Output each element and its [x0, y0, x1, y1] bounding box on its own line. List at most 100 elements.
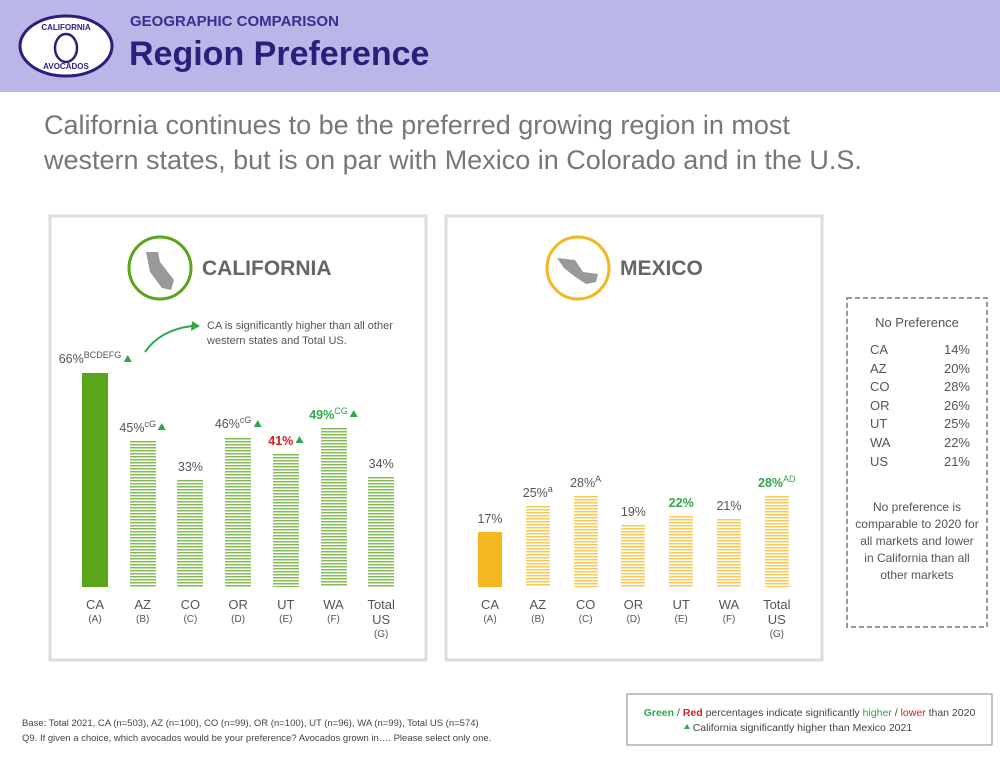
data-label: 45%cG — [119, 419, 166, 435]
data-label: 28%AD — [758, 474, 796, 490]
country-icon — [557, 258, 598, 284]
footnote: Q9. If given a choice, which avocados wo… — [22, 733, 492, 744]
no-preference-market: CA — [870, 342, 889, 357]
data-label: 22% — [669, 496, 694, 510]
no-preference-value: 28% — [943, 379, 970, 395]
bar — [320, 427, 347, 587]
value-label: 28% — [758, 476, 784, 490]
data-label: 49%CG — [309, 406, 358, 422]
category-code: (F) — [327, 614, 340, 625]
bar — [669, 515, 694, 587]
bar — [573, 496, 598, 587]
footnote: Base: Total 2021, CA (n=503), AZ (n=100)… — [22, 718, 479, 729]
bar — [129, 440, 156, 587]
no-preference-market: US — [870, 453, 889, 469]
category-name: Total US — [367, 597, 395, 627]
category-code: (E) — [279, 614, 293, 625]
category-code: (B) — [531, 614, 545, 625]
category-name: OR — [228, 597, 248, 612]
category-code: (A) — [483, 614, 497, 625]
legend-triangle — [683, 724, 690, 729]
no-preference-row: WA 22% — [870, 435, 970, 454]
significance-letters: cG — [239, 415, 252, 426]
bar — [225, 437, 252, 587]
icon — [127, 235, 193, 301]
category-code: (D) — [626, 614, 641, 625]
category-name: OR — [623, 597, 644, 612]
category-code: (F) — [722, 614, 736, 625]
no-preference-row: UT 25% — [870, 416, 970, 435]
category-name: AZ — [529, 597, 547, 612]
category-code: (G) — [373, 629, 389, 640]
category-label: CA (A) — [73, 597, 117, 625]
panel — [48, 214, 428, 662]
category-code: (E) — [674, 614, 688, 625]
category-name: CO — [575, 597, 596, 612]
value-label: 66% — [58, 352, 84, 367]
value-label: 49% — [309, 407, 335, 422]
value-label: 41% — [268, 433, 294, 448]
category-code: (D) — [231, 614, 246, 625]
legend-green: Green — [643, 707, 675, 719]
no-preference-market: UT — [870, 416, 888, 432]
no-preference-box — [846, 297, 988, 628]
bar — [82, 372, 108, 587]
significance-letters: A — [595, 473, 602, 484]
annotation-arrow — [144, 325, 193, 353]
no-preference-value: 26% — [943, 397, 970, 413]
no-preference-market: OR — [870, 397, 890, 413]
bar — [764, 496, 789, 587]
category-label: Total US (G) — [359, 597, 403, 640]
no-preference-value: 22% — [943, 434, 970, 450]
legend-line: California significantly higher than Mex… — [627, 722, 967, 734]
category-name: UT — [277, 597, 295, 612]
headline: western states, but is on par with Mexic… — [44, 145, 862, 175]
no-preference-value: 25% — [943, 416, 970, 432]
value-label: 22% — [668, 495, 694, 510]
no-preference-row: AZ 20% — [870, 361, 970, 380]
no-preference-value: 20% — [943, 360, 970, 376]
category-label: Total US (G) — [755, 597, 799, 640]
value-label: 28% — [570, 476, 596, 490]
category-name: AZ — [134, 597, 151, 612]
value-label: 17% — [477, 511, 503, 526]
arrow-head — [191, 321, 200, 331]
logo — [18, 14, 114, 78]
bar — [525, 505, 550, 587]
data-label: 28%A — [570, 474, 601, 490]
legend-lower: lower — [900, 707, 926, 719]
value-label: 19% — [620, 505, 646, 520]
significance-letters: AD — [783, 473, 796, 484]
legend-text: California significantly higher than Mex… — [692, 722, 913, 734]
panel — [444, 214, 824, 662]
significance-triangle — [123, 354, 132, 362]
no-preference-market: CO — [870, 379, 890, 395]
value-label: 21% — [716, 498, 742, 513]
data-label: 33% — [178, 460, 203, 474]
no-preference-row: CA 14% — [870, 342, 970, 361]
significance-letters: BCDEFG — [83, 350, 122, 361]
no-preference-note: No preference is comparable to 2020 for … — [855, 500, 979, 582]
bar — [717, 518, 741, 587]
category-name: WA — [718, 597, 740, 612]
category-label: CO (C) — [564, 597, 608, 625]
bar — [177, 479, 204, 587]
value-label: 46% — [214, 417, 240, 432]
category-code: (G) — [769, 629, 785, 640]
no-preference-value: 21% — [943, 453, 970, 469]
category-label: WA (F) — [707, 597, 751, 625]
significance-letters: CG — [334, 405, 348, 416]
chart-title: CALIFORNIA — [202, 257, 332, 280]
legend-higher: higher — [862, 707, 892, 719]
category-label: UT (E) — [264, 597, 308, 625]
annotation: CA is significantly higher than all othe… — [207, 320, 393, 347]
significance-triangle — [349, 409, 358, 417]
category-code: (C) — [578, 614, 593, 625]
category-code: (B) — [136, 614, 150, 625]
state-icon — [146, 252, 174, 290]
category-name: UT — [672, 597, 690, 612]
significance-letters: cG — [144, 418, 156, 429]
category-label: CO (C) — [168, 597, 212, 625]
icon — [545, 235, 611, 301]
